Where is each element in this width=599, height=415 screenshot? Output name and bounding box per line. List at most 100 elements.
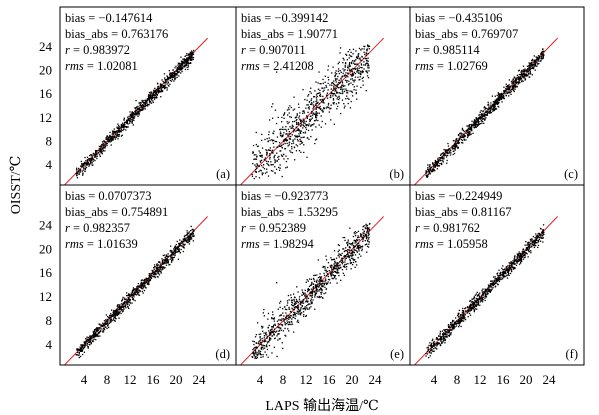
scatter-point — [317, 92, 320, 94]
scatter-point — [354, 245, 356, 248]
scatter-point — [318, 71, 320, 73]
scatter-point — [75, 172, 77, 175]
scatter-point — [310, 295, 313, 297]
scatter-point — [128, 297, 130, 300]
scatter-point — [318, 124, 320, 126]
scatter-point — [287, 158, 289, 160]
scatter-point — [261, 154, 263, 156]
scatter-point — [168, 77, 170, 79]
scatter-point — [445, 149, 447, 151]
scatter-point — [475, 124, 477, 126]
scatter-point — [523, 73, 525, 75]
panel-tag: (b) — [389, 167, 404, 181]
scatter-point — [332, 89, 334, 92]
scatter-point — [319, 273, 321, 275]
scatter-point — [165, 258, 168, 260]
scatter-point — [516, 86, 518, 88]
scatter-point — [185, 64, 187, 66]
scatter-point — [170, 80, 173, 82]
scatter-point — [293, 316, 295, 319]
scatter-point — [138, 289, 140, 292]
scatter-point — [300, 307, 302, 309]
scatter-point — [277, 146, 279, 148]
scatter-point — [254, 356, 257, 358]
scatter-point — [161, 79, 163, 81]
scatter-point — [303, 121, 305, 123]
scatter-point — [450, 334, 452, 336]
scatter-point — [331, 277, 333, 279]
scatter-point — [486, 112, 489, 114]
scatter-point — [261, 165, 263, 167]
scatter-point — [351, 249, 353, 251]
scatter-point — [363, 45, 365, 47]
scatter-point — [305, 301, 307, 303]
scatter-point — [482, 110, 484, 113]
scatter-point — [353, 251, 355, 253]
scatter-point — [352, 261, 355, 264]
scatter-point — [263, 341, 266, 343]
scatter-point — [148, 98, 150, 100]
scatter-point — [170, 261, 173, 263]
scatter-point — [297, 308, 299, 310]
scatter-point — [363, 236, 365, 238]
scatter-point — [356, 244, 358, 246]
scatter-point — [253, 353, 255, 356]
scatter-point — [527, 74, 529, 76]
scatter-point — [528, 73, 530, 75]
scatter-point — [443, 154, 445, 156]
scatter-point — [427, 173, 429, 175]
scatter-point — [469, 310, 472, 312]
scatter-point — [487, 108, 489, 111]
scatter-point — [288, 133, 290, 135]
scatter-point — [144, 282, 146, 284]
scatter-point — [289, 116, 291, 118]
scatter-point — [481, 291, 483, 293]
scatter-point — [475, 293, 478, 295]
scatter-point — [153, 273, 155, 276]
scatter-point — [131, 118, 133, 121]
scatter-point — [348, 252, 351, 254]
scatter-point — [323, 98, 325, 100]
scatter-point — [186, 62, 188, 64]
scatter-point — [103, 141, 105, 143]
scatter-point — [256, 163, 258, 165]
scatter-point — [116, 313, 118, 315]
scatter-point — [367, 77, 370, 79]
scatter-point — [184, 60, 186, 62]
scatter-point — [176, 76, 178, 78]
scatter-point — [475, 122, 477, 124]
scatter-point — [159, 268, 161, 270]
scatter-point — [271, 151, 273, 153]
scatter-point — [497, 100, 499, 102]
scatter-point — [361, 48, 363, 50]
scatter-point — [92, 152, 94, 154]
scatter-point — [307, 300, 309, 302]
scatter-point — [327, 262, 330, 264]
scatter-point — [356, 98, 358, 100]
scatter-point — [140, 283, 142, 285]
scatter-point — [518, 263, 521, 265]
scatter-point — [103, 324, 105, 326]
scatter-point — [342, 68, 344, 70]
scatter-point — [304, 132, 306, 134]
scatter-point — [179, 68, 181, 70]
scatter-point — [105, 314, 107, 316]
scatter-point — [512, 79, 514, 81]
scatter-point — [305, 295, 307, 297]
scatter-point — [140, 108, 142, 111]
scatter-point — [341, 87, 343, 89]
scatter-point — [498, 269, 500, 271]
scatter-point — [303, 293, 305, 296]
scatter-point — [310, 288, 313, 290]
scatter-point — [447, 149, 449, 152]
scatter-point — [170, 251, 172, 253]
scatter-point — [92, 331, 94, 333]
scatter-point — [125, 129, 127, 131]
scatter-point — [487, 104, 489, 106]
scatter-point — [292, 127, 294, 130]
scatter-point — [339, 88, 342, 90]
scatter-point — [281, 147, 283, 149]
scatter-point — [281, 121, 283, 123]
scatter-point — [295, 126, 298, 128]
scatter-point — [278, 323, 280, 326]
